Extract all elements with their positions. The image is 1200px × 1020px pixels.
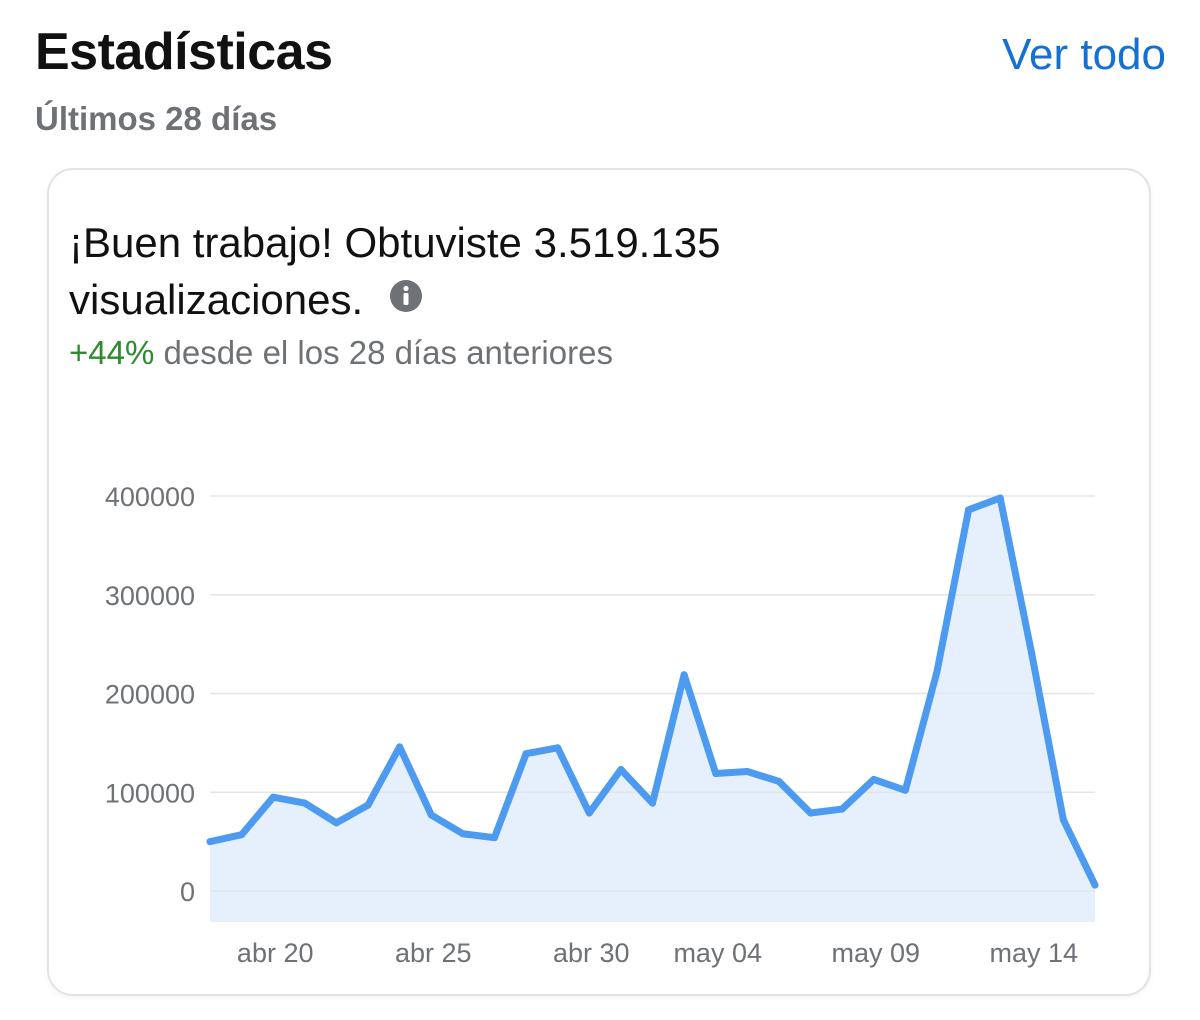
- data-point: [743, 768, 751, 776]
- data-point: [206, 838, 214, 846]
- data-point: [901, 786, 909, 794]
- data-point: [680, 671, 688, 679]
- data-point: [459, 830, 467, 838]
- views-headline: ¡Buen trabajo! Obtuviste 3.519.135 visua…: [69, 214, 869, 328]
- see-all-link[interactable]: Ver todo: [1002, 30, 1166, 79]
- data-point: [427, 811, 435, 819]
- data-point: [617, 766, 625, 774]
- data-point: [585, 809, 593, 817]
- change-text: desde el los 28 días anteriores: [154, 334, 613, 371]
- views-chart: 0 100000 200000 300000 400000 abr 20 abr 25 abr…: [105, 482, 1099, 968]
- data-point: [1059, 816, 1067, 824]
- data-point: [933, 668, 941, 676]
- x-tick-label: abr 25: [395, 938, 472, 968]
- views-headline-text: ¡Buen trabajo! Obtuviste 3.519.135 visua…: [69, 219, 721, 323]
- area-fill: [210, 497, 1095, 922]
- data-point: [807, 809, 815, 817]
- data-point: [1091, 881, 1099, 889]
- data-point: [396, 743, 404, 751]
- period-subtitle: Últimos 28 días: [35, 100, 278, 137]
- page-title: Estadísticas: [35, 23, 333, 81]
- x-tick-label: may 04: [673, 938, 762, 968]
- data-point: [996, 494, 1004, 502]
- change-summary: +44% desde el los 28 días anteriores: [69, 334, 613, 372]
- data-point: [712, 769, 720, 777]
- x-tick-label: may 14: [990, 938, 1079, 968]
- data-point: [870, 775, 878, 783]
- info-icon[interactable]: [389, 270, 423, 327]
- y-tick-label: 200000: [105, 680, 195, 710]
- x-tick-label: may 09: [831, 938, 920, 968]
- data-point: [1028, 650, 1036, 658]
- data-point: [301, 799, 309, 807]
- data-point: [522, 750, 530, 758]
- data-point: [965, 506, 973, 514]
- views-card[interactable]: ¡Buen trabajo! Obtuviste 3.519.135 visua…: [47, 168, 1151, 996]
- x-tick-label: abr 20: [237, 938, 314, 968]
- y-tick-label: 400000: [105, 482, 195, 512]
- data-point: [775, 777, 783, 785]
- data-point: [838, 805, 846, 813]
- data-point: [269, 793, 277, 801]
- y-tick-label: 0: [180, 877, 195, 907]
- data-point: [332, 819, 340, 827]
- data-point: [490, 834, 498, 842]
- y-tick-label: 100000: [105, 778, 195, 808]
- data-point: [554, 744, 562, 752]
- x-tick-label: abr 30: [553, 938, 630, 968]
- y-tick-label: 300000: [105, 581, 195, 611]
- change-percent: +44%: [69, 334, 155, 371]
- data-point: [238, 831, 246, 839]
- data-point: [364, 801, 372, 809]
- data-point: [649, 799, 656, 807]
